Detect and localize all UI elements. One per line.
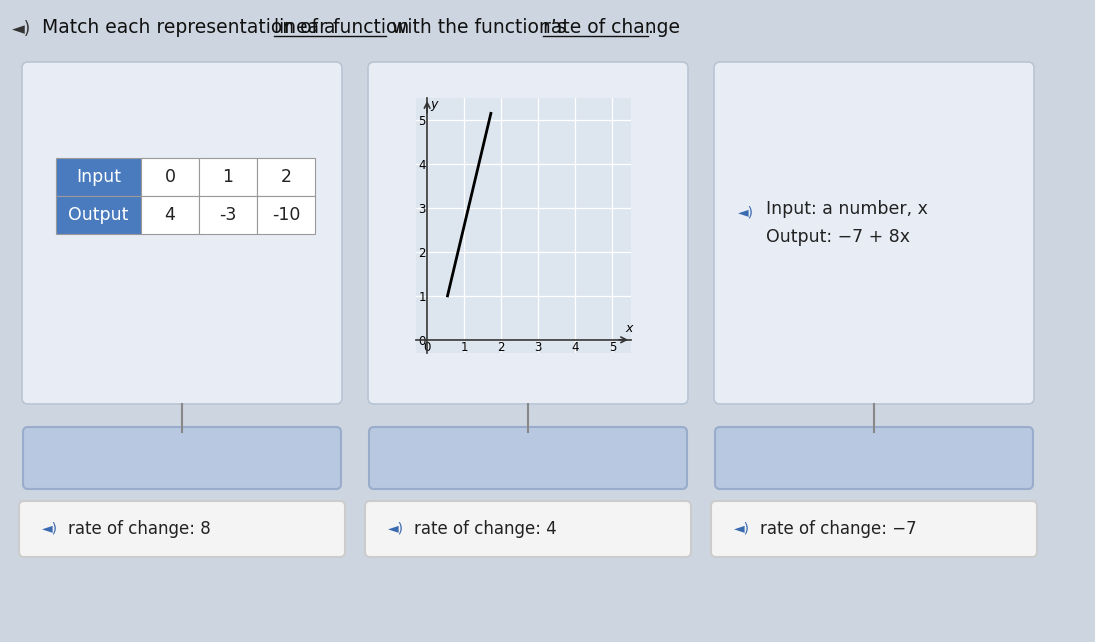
FancyBboxPatch shape	[23, 427, 341, 489]
Text: rate of change: −7: rate of change: −7	[760, 520, 917, 538]
FancyBboxPatch shape	[711, 501, 1037, 557]
Text: with the function’s: with the function’s	[387, 18, 573, 37]
FancyBboxPatch shape	[199, 158, 257, 196]
Text: ◄): ◄)	[738, 206, 754, 220]
Text: .: .	[648, 18, 654, 37]
Text: y: y	[430, 98, 438, 111]
Text: 4: 4	[164, 206, 175, 224]
FancyBboxPatch shape	[257, 158, 315, 196]
Text: rate of change: 8: rate of change: 8	[68, 520, 210, 538]
Text: 2: 2	[280, 168, 291, 186]
Text: Output: Output	[68, 206, 129, 224]
FancyBboxPatch shape	[56, 196, 141, 234]
FancyBboxPatch shape	[368, 62, 688, 404]
Text: 1: 1	[222, 168, 233, 186]
Text: -3: -3	[219, 206, 237, 224]
Text: Output: −7 + 8x: Output: −7 + 8x	[766, 228, 910, 246]
FancyBboxPatch shape	[22, 62, 342, 404]
FancyBboxPatch shape	[369, 427, 687, 489]
Text: ◄): ◄)	[734, 522, 750, 536]
FancyBboxPatch shape	[714, 62, 1034, 404]
FancyBboxPatch shape	[365, 501, 691, 557]
Text: rate of change: 4: rate of change: 4	[414, 520, 556, 538]
FancyBboxPatch shape	[141, 158, 199, 196]
Text: Input: a number, x: Input: a number, x	[766, 200, 927, 218]
Text: ◄): ◄)	[42, 522, 58, 536]
FancyBboxPatch shape	[141, 196, 199, 234]
Text: -10: -10	[272, 206, 300, 224]
Text: ◄): ◄)	[388, 522, 404, 536]
Text: Input: Input	[76, 168, 122, 186]
FancyBboxPatch shape	[199, 196, 257, 234]
Text: 0: 0	[164, 168, 175, 186]
Text: Match each representation of a: Match each representation of a	[42, 18, 342, 37]
FancyBboxPatch shape	[257, 196, 315, 234]
Text: linear function: linear function	[274, 18, 410, 37]
FancyBboxPatch shape	[715, 427, 1033, 489]
Text: ◄): ◄)	[12, 20, 32, 38]
Text: x: x	[625, 322, 633, 335]
Text: rate of change: rate of change	[543, 18, 680, 37]
FancyBboxPatch shape	[19, 501, 345, 557]
FancyBboxPatch shape	[56, 158, 141, 196]
